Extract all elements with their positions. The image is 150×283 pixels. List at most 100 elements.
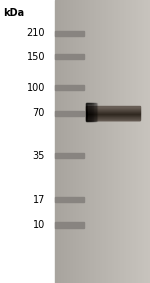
Bar (103, 0, 105, 283)
Text: kDa: kDa (3, 8, 24, 18)
Bar (129, 0, 130, 283)
Bar (92, 0, 93, 283)
Bar (86, 103, 88, 121)
Bar (140, 0, 142, 283)
Bar (143, 0, 144, 283)
Bar (77, 0, 79, 283)
Bar (89, 0, 90, 283)
Bar (124, 0, 125, 283)
Bar (55, 0, 56, 283)
Bar (58, 0, 60, 283)
Bar (62, 0, 63, 283)
Bar (56, 0, 57, 283)
Bar (70, 0, 71, 283)
Bar (95, 0, 96, 283)
Bar (57, 0, 58, 283)
Bar (71, 0, 73, 283)
Text: 10: 10 (33, 220, 45, 230)
Bar (55, 222, 84, 228)
Bar (133, 0, 135, 283)
Bar (127, 0, 129, 283)
Bar (117, 0, 118, 283)
Bar (68, 0, 69, 283)
Bar (81, 0, 82, 283)
Bar (86, 103, 96, 121)
Bar (96, 0, 98, 283)
Bar (87, 0, 88, 283)
Bar (149, 0, 150, 283)
Bar (135, 0, 136, 283)
Bar (125, 0, 126, 283)
Bar (142, 0, 143, 283)
Bar (105, 0, 106, 283)
Bar (106, 0, 107, 283)
Bar (55, 111, 84, 116)
Bar (84, 0, 86, 283)
Bar (131, 0, 132, 283)
Bar (86, 103, 93, 121)
Bar (86, 103, 89, 121)
Bar (144, 0, 145, 283)
Bar (86, 103, 91, 121)
Bar (113, 0, 114, 283)
Bar (145, 0, 146, 283)
Bar (55, 197, 84, 202)
Bar (60, 0, 61, 283)
Text: 150: 150 (27, 52, 45, 62)
Bar (146, 0, 148, 283)
Bar (136, 0, 137, 283)
Bar (86, 103, 92, 121)
Bar (107, 0, 108, 283)
Text: 70: 70 (33, 108, 45, 118)
Bar (83, 0, 84, 283)
Bar (86, 103, 88, 121)
Bar (111, 0, 112, 283)
Bar (86, 103, 91, 121)
Bar (90, 0, 92, 283)
Bar (112, 0, 113, 283)
Text: 210: 210 (27, 28, 45, 38)
Bar (138, 0, 139, 283)
Bar (119, 0, 120, 283)
Bar (98, 0, 99, 283)
Text: 17: 17 (33, 194, 45, 205)
Bar (86, 103, 87, 121)
Bar (86, 0, 87, 283)
Bar (75, 0, 76, 283)
Bar (55, 31, 84, 36)
Bar (55, 153, 84, 158)
Bar (76, 0, 77, 283)
Bar (63, 0, 64, 283)
Bar (86, 103, 94, 121)
Bar (64, 0, 65, 283)
Bar (79, 0, 80, 283)
Bar (123, 0, 124, 283)
Bar (86, 103, 96, 121)
Bar (55, 85, 84, 90)
Bar (108, 0, 110, 283)
Bar (55, 54, 84, 59)
Bar (94, 0, 95, 283)
Bar (101, 0, 102, 283)
Bar (69, 0, 70, 283)
Bar (86, 103, 93, 121)
Text: 35: 35 (33, 151, 45, 161)
Bar (67, 0, 68, 283)
Bar (99, 0, 100, 283)
Bar (139, 0, 140, 283)
Bar (61, 0, 62, 283)
Bar (88, 0, 89, 283)
Bar (132, 0, 133, 283)
Bar (120, 0, 122, 283)
Bar (82, 0, 83, 283)
Text: 100: 100 (27, 83, 45, 93)
Bar (126, 0, 127, 283)
Bar (74, 0, 75, 283)
Bar (130, 0, 131, 283)
Bar (73, 0, 74, 283)
Bar (86, 103, 90, 121)
Bar (80, 0, 81, 283)
Bar (110, 0, 111, 283)
Bar (100, 0, 101, 283)
Bar (114, 0, 116, 283)
